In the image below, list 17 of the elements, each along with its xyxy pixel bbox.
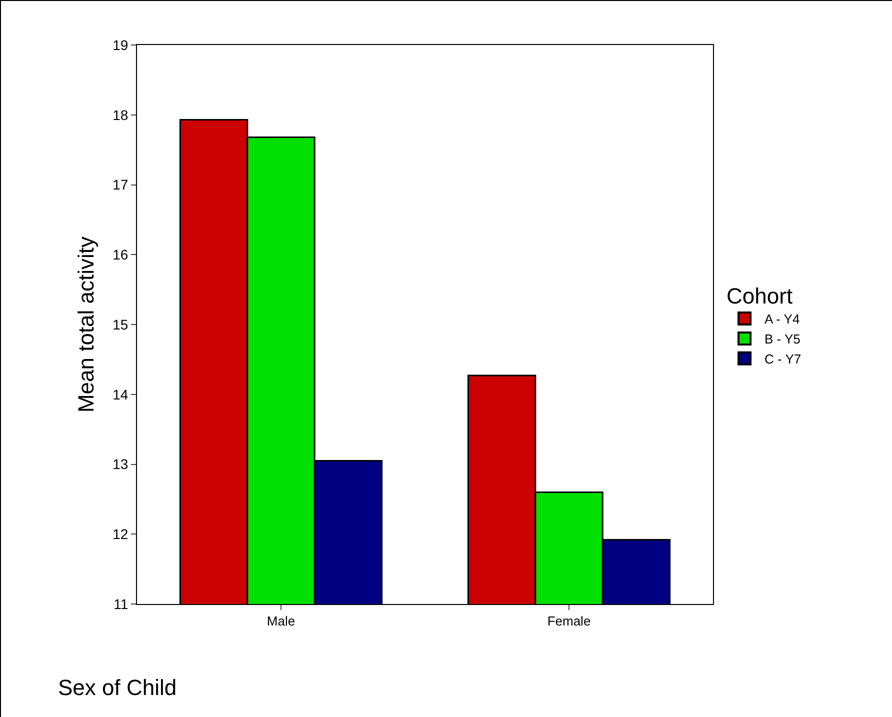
- y-tick-label: 17: [112, 176, 128, 193]
- x-tick-label: Female: [547, 614, 591, 629]
- y-tick-label: 19: [112, 36, 128, 53]
- x-tick-label: Male: [266, 614, 296, 629]
- y-tick-label: 11: [114, 596, 128, 612]
- y-tick-label: 13: [112, 456, 128, 472]
- legend-label: C - Y7: [764, 351, 802, 366]
- y-axis-title: Mean total activity: [73, 236, 98, 413]
- y-tick-label: 14: [112, 386, 128, 402]
- legend-label: B - Y5: [764, 332, 800, 347]
- legend-label: A - Y4: [764, 312, 800, 327]
- y-tick-label: 12: [112, 526, 128, 542]
- y-tick-label: 15: [112, 316, 128, 332]
- y-tick-label: 18: [112, 106, 128, 123]
- legend-title: Cohort: [726, 284, 793, 309]
- x-axis-title: Sex of Child: [58, 675, 177, 700]
- y-tick-label: 16: [112, 246, 128, 263]
